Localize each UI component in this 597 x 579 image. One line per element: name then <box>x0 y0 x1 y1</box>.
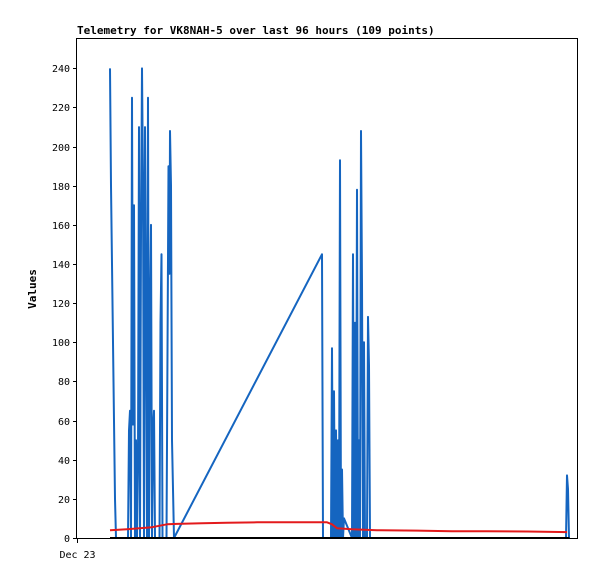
series-line-2 <box>109 521 568 534</box>
x-tick-label: Dec 23 <box>59 550 95 561</box>
y-tick-label: 240 <box>52 64 70 75</box>
y-tick-label: 20 <box>58 495 70 506</box>
y-tick-label: 80 <box>58 377 70 388</box>
y-tick-label: 200 <box>52 143 70 154</box>
y-tick-label: 0 <box>64 534 70 545</box>
series-line-1 <box>109 67 570 539</box>
series-layer <box>109 67 570 539</box>
y-tick-label: 220 <box>52 103 70 114</box>
y-tick-label: 140 <box>52 260 70 271</box>
y-tick-label: 40 <box>58 456 70 467</box>
chart-title: Telemetry for VK8NAH-5 over last 96 hour… <box>77 24 435 37</box>
y-tick-label: 160 <box>52 221 70 232</box>
y-tick-label: 180 <box>52 182 70 193</box>
y-tick-label: 60 <box>58 417 70 428</box>
x-axis: Dec 23 <box>59 538 96 561</box>
y-axis: 0 20 40 60 80 100 120 140 160 180 200 220 240 <box>52 64 77 545</box>
y-tick-label: 120 <box>52 299 70 310</box>
y-axis-title: Values <box>26 269 39 309</box>
y-tick-label: 100 <box>52 338 70 349</box>
